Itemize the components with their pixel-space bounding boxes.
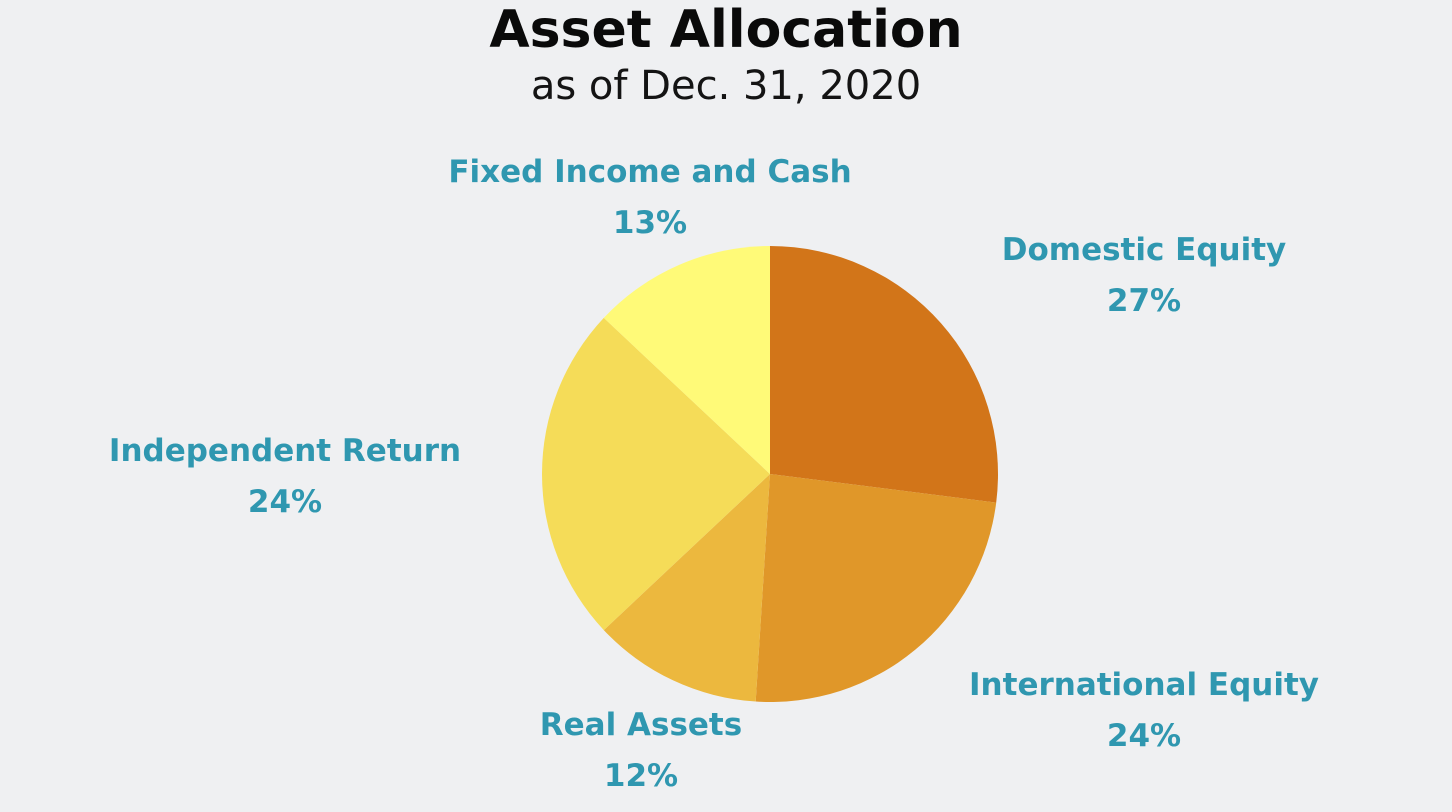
- chart-title: Asset Allocation: [489, 0, 963, 60]
- slice-value-domestic-equity: 27%: [1106, 283, 1182, 319]
- slice-name-domestic-equity: Domestic Equity: [1001, 232, 1287, 268]
- pie-slice-independent: [542, 317, 770, 631]
- slice-name-international-equity: International Equity: [969, 667, 1319, 703]
- slice-name-independent-return: Independent Return: [108, 433, 462, 469]
- slice-name-fixed-income: Fixed Income and Cash: [448, 154, 852, 190]
- slice-label-fixed-income: Fixed Income and Cash 13%: [430, 147, 870, 249]
- slice-value-independent-return: 24%: [247, 484, 323, 520]
- slice-value-real-assets: 12%: [603, 758, 679, 794]
- slice-value-international-equity: 24%: [1106, 718, 1182, 754]
- slice-label-domestic-equity: Domestic Equity 27%: [960, 225, 1328, 327]
- pie-slice-fixed: [603, 246, 770, 474]
- pie-slice-real: [603, 474, 770, 702]
- slice-value-fixed-income: 13%: [612, 205, 688, 241]
- slice-name-real-assets: Real Assets: [539, 707, 743, 743]
- slice-label-real-assets: Real Assets 12%: [500, 700, 782, 802]
- slice-label-international-equity: International Equity 24%: [940, 660, 1348, 762]
- chart-subtitle: as of Dec. 31, 2020: [530, 63, 922, 109]
- slice-label-independent-return: Independent Return 24%: [80, 426, 490, 528]
- pie-slice-international: [755, 474, 997, 702]
- pie-slice-domestic: [770, 246, 999, 503]
